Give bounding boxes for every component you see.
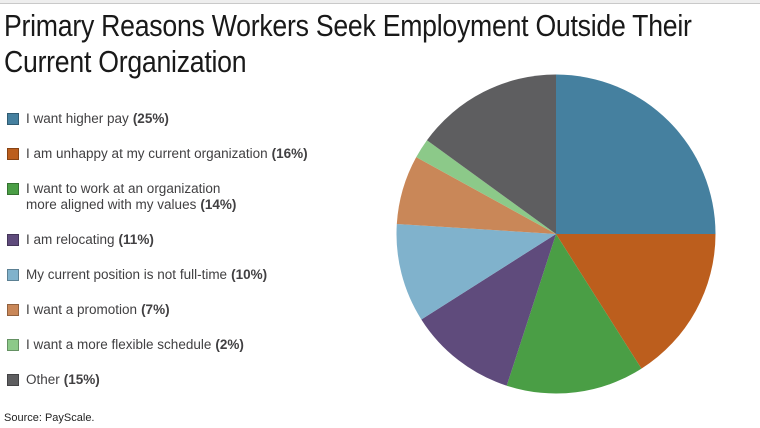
- pie-slice-7: [416, 140, 556, 234]
- legend-percent: (2%): [215, 337, 244, 352]
- legend-swatch: [7, 304, 19, 316]
- legend-swatch: [7, 374, 19, 386]
- pie-slice-5: [396, 223, 556, 320]
- legend: I want higher pay (25%) I am unhappy at m…: [7, 111, 392, 407]
- legend-item-1: I want higher pay (25%): [7, 111, 392, 127]
- legend-item-8: Other (15%): [7, 372, 392, 388]
- legend-swatch: [7, 339, 19, 351]
- legend-item-2: I am unhappy at my current organization(…: [7, 146, 392, 162]
- legend-text: I want higher pay (25%): [26, 111, 169, 127]
- legend-percent: (16%): [271, 146, 308, 161]
- legend-label: My current position is not full-time: [26, 267, 228, 282]
- legend-text: I want to work at an organization more a…: [26, 181, 236, 213]
- legend-label: I am unhappy at my current organization: [26, 146, 268, 161]
- legend-text: I want a more flexible schedule (2%): [26, 337, 244, 353]
- legend-percent: (7%): [141, 302, 170, 317]
- legend-label: I am relocating: [26, 232, 115, 247]
- legend-item-5: My current position is not full-time (10%…: [7, 267, 392, 283]
- pie-slice-2: [556, 234, 716, 369]
- legend-percent: (10%): [231, 267, 268, 282]
- legend-text: Other (15%): [26, 372, 100, 388]
- legend-text: I want a promotion (7%): [26, 302, 170, 318]
- legend-text: I am unhappy at my current organization(…: [26, 146, 308, 162]
- legend-percent: (15%): [63, 372, 100, 387]
- chart-title: Primary Reasons Workers Seek Employment …: [4, 8, 692, 79]
- legend-swatch: [7, 148, 19, 160]
- legend-percent: (11%): [118, 232, 154, 247]
- legend-item-3: I want to work at an organization more a…: [7, 181, 392, 213]
- pie-slice-1: [556, 74, 716, 234]
- legend-text: My current position is not full-time (10%…: [26, 267, 267, 283]
- legend-label: I want higher pay: [26, 111, 129, 126]
- pie-slice-4: [421, 234, 556, 386]
- pie-chart-svg: [396, 74, 716, 394]
- pie-slice-8: [426, 74, 556, 234]
- legend-swatch: [7, 234, 19, 246]
- legend-item-7: I want a more flexible schedule (2%): [7, 337, 392, 353]
- source-note: Source: PayScale.: [4, 412, 95, 424]
- legend-swatch: [7, 183, 19, 195]
- legend-item-6: I want a promotion (7%): [7, 302, 392, 318]
- legend-text: I am relocating (11%): [26, 232, 154, 248]
- legend-label: I want a more flexible schedule: [26, 337, 212, 352]
- pie-slice-3: [506, 234, 642, 394]
- legend-percent: (14%): [200, 197, 237, 212]
- pie-chart: [395, 73, 717, 395]
- legend-label: I want to work at an organization more a…: [26, 181, 221, 212]
- legend-swatch: [7, 269, 19, 281]
- legend-percent: (25%): [132, 111, 169, 126]
- top-border: [0, 0, 760, 4]
- pie-slice-6: [396, 157, 556, 234]
- legend-label: Other: [26, 372, 60, 387]
- legend-item-4: I am relocating (11%): [7, 232, 392, 248]
- legend-label: I want a promotion: [26, 302, 138, 317]
- legend-swatch: [7, 113, 19, 125]
